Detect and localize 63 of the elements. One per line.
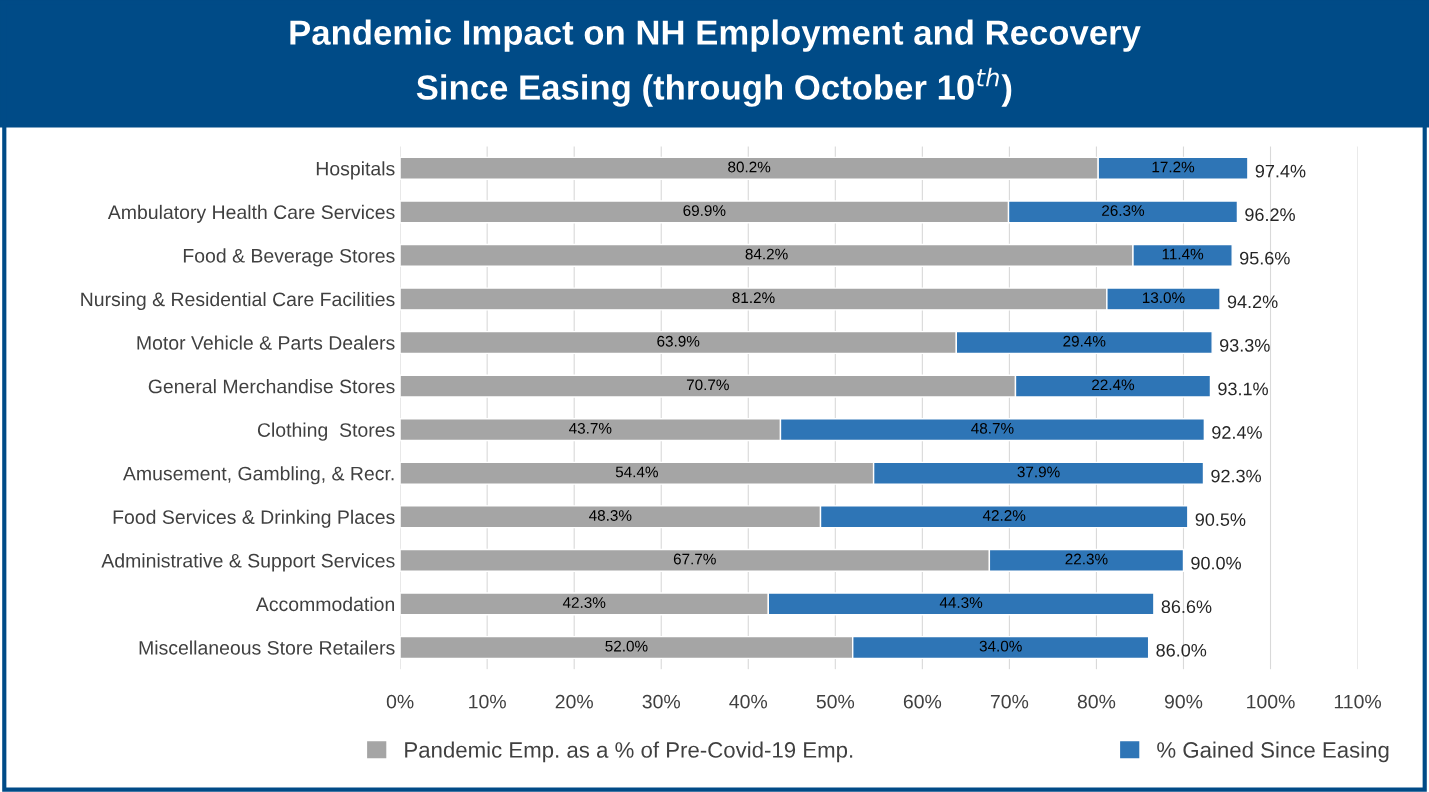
x-tick-label: 0% (386, 694, 414, 709)
total-label: 90.5% (1195, 513, 1246, 526)
legend-label: Pandemic Emp. as a % of Pre-Covid-19 Emp. (405, 741, 853, 763)
data-label: 42.3% (562, 597, 606, 608)
y-tick-label: Hospitals (316, 161, 395, 180)
data-label: 37.9% (1017, 466, 1060, 478)
x-tick-label: 30% (642, 694, 680, 709)
x-tick-label: 100% (1247, 694, 1295, 709)
x-tick-label: 110% (1334, 694, 1382, 709)
x-tick-label: 40% (729, 694, 768, 709)
x-tick-label: 50% (816, 694, 855, 709)
data-label: 48.3% (589, 510, 632, 521)
data-label: 17.2% (1152, 161, 1195, 173)
legend-label: % Gained Since Easing (1157, 741, 1389, 763)
data-label: 22.3% (1065, 553, 1108, 565)
y-tick-label: Food Services & Drinking Places (113, 509, 395, 528)
data-label: 48.7% (971, 422, 1014, 434)
data-label: 63.9% (657, 335, 700, 347)
total-label: 97.4% (1255, 164, 1306, 178)
data-label: 52.0% (605, 640, 648, 652)
total-label: 94.2% (1227, 295, 1278, 309)
y-tick-label: Amusement, Gambling, & Recr. (122, 466, 394, 485)
y-tick-label: Nursing & Residential Care Facilities (81, 291, 395, 311)
data-label: 84.2% (745, 248, 788, 260)
data-label: 42.2% (982, 510, 1026, 521)
data-label: 69.9% (683, 205, 726, 216)
total-label: 92.4% (1212, 426, 1262, 439)
data-label: 81.2% (732, 292, 775, 304)
x-tick-label: 90% (1164, 694, 1203, 709)
data-label: 80.2% (728, 161, 771, 173)
data-label: 67.7% (673, 553, 716, 565)
data-label: 11.4% (1162, 248, 1204, 260)
y-tick-label: General Merchandise Stores (148, 379, 395, 394)
x-tick-label: 80% (1077, 694, 1116, 709)
data-label: 29.4% (1063, 335, 1106, 347)
total-label: 86.6% (1161, 600, 1212, 614)
data-label: 13.0% (1142, 292, 1185, 304)
x-tick-label: 10% (469, 694, 506, 709)
data-label: 44.3% (939, 597, 983, 608)
x-tick-label: 70% (990, 694, 1029, 709)
y-tick-label: Administrative & Support Services (101, 553, 395, 572)
total-label: 93.3% (1220, 338, 1270, 352)
y-tick-label: Ambulatory Health Care Services (107, 204, 395, 223)
y-tick-label: Accommodation (255, 596, 394, 612)
y-tick-label: Food & Beverage Stores (183, 248, 395, 267)
total-label: 90.0% (1191, 556, 1241, 570)
total-label: 92.3% (1211, 469, 1262, 483)
data-label: 26.3% (1102, 205, 1145, 216)
data-label: 43.7% (568, 422, 612, 434)
total-label: 96.2% (1245, 208, 1295, 222)
chart-title: Pandemic Impact on NH Employment and Recovery Since Easing (through October 10$^{th}$) (290, 19, 1141, 107)
x-tick-label: 60% (903, 694, 942, 709)
y-tick-label: Motor Vehicle & Parts Dealers (137, 335, 395, 350)
data-label: 34.0% (979, 640, 1022, 652)
y-tick-label: Clothing Stores (257, 422, 395, 441)
total-label: 95.6% (1240, 251, 1290, 265)
y-tick-label: Miscellaneous Store Retailers (139, 640, 395, 655)
data-label: 54.4% (615, 466, 658, 478)
data-label: 22.4% (1092, 379, 1135, 391)
x-tick-label: 20% (555, 694, 593, 709)
total-label: 86.0% (1156, 643, 1207, 657)
total-label: 93.1% (1218, 382, 1268, 396)
data-label: 70.7% (686, 379, 729, 391)
